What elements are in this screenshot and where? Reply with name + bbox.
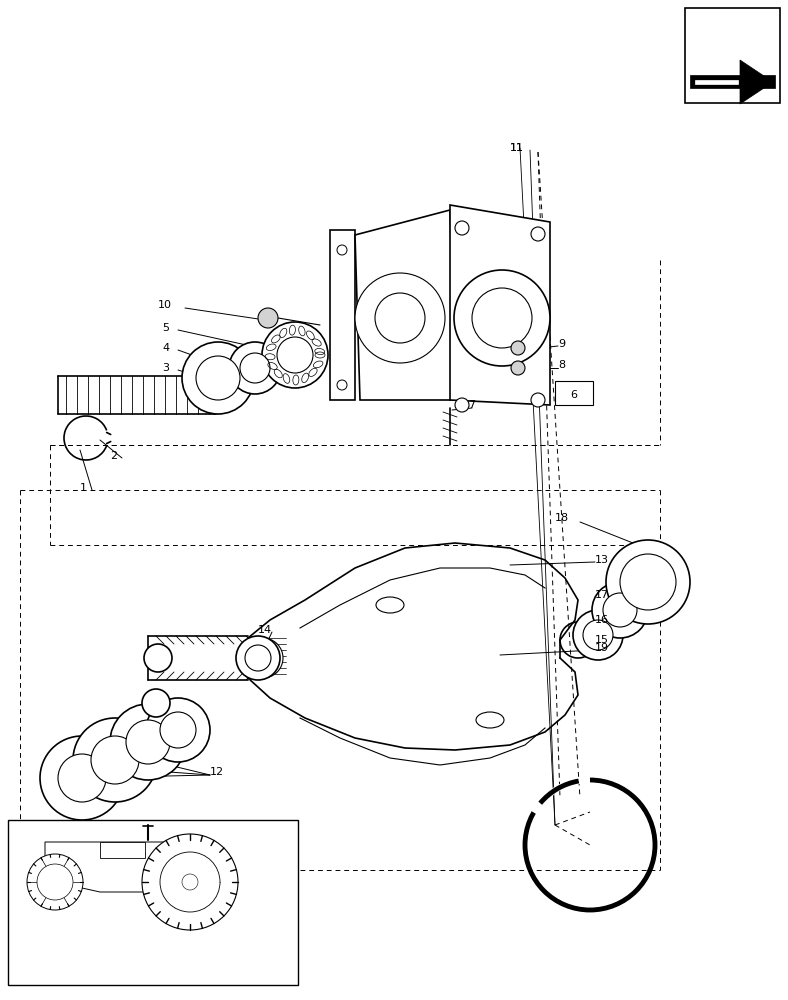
Circle shape — [454, 270, 550, 366]
Polygon shape — [695, 80, 738, 84]
Circle shape — [37, 864, 73, 900]
Circle shape — [196, 356, 240, 400]
Bar — [555, 381, 593, 405]
Polygon shape — [450, 205, 550, 405]
Text: 6: 6 — [571, 390, 578, 400]
Circle shape — [262, 322, 328, 388]
Circle shape — [229, 342, 281, 394]
Circle shape — [144, 644, 172, 672]
Text: 11: 11 — [510, 143, 524, 153]
Circle shape — [511, 341, 525, 355]
Circle shape — [73, 718, 157, 802]
Circle shape — [511, 361, 525, 375]
Circle shape — [355, 273, 445, 363]
Circle shape — [603, 593, 637, 627]
Circle shape — [240, 353, 270, 383]
Circle shape — [182, 342, 254, 414]
Text: 7: 7 — [468, 400, 475, 410]
Circle shape — [40, 736, 124, 820]
Polygon shape — [690, 75, 775, 88]
Circle shape — [258, 308, 278, 328]
Text: 3: 3 — [162, 363, 169, 373]
Circle shape — [531, 227, 545, 241]
Circle shape — [531, 393, 545, 407]
Circle shape — [182, 874, 198, 890]
Circle shape — [175, 867, 205, 897]
Text: 5: 5 — [162, 323, 169, 333]
Circle shape — [337, 380, 347, 390]
Circle shape — [160, 852, 220, 912]
Text: 19: 19 — [595, 643, 609, 653]
Text: 2: 2 — [110, 451, 117, 461]
Text: 8: 8 — [558, 360, 565, 370]
Circle shape — [472, 288, 532, 348]
Text: 13: 13 — [595, 555, 609, 565]
Circle shape — [375, 293, 425, 343]
Circle shape — [455, 398, 469, 412]
Polygon shape — [330, 230, 355, 400]
Text: 15: 15 — [595, 635, 609, 645]
Circle shape — [142, 689, 170, 717]
Circle shape — [146, 698, 210, 762]
Circle shape — [573, 610, 623, 660]
Circle shape — [455, 221, 469, 235]
Text: 16: 16 — [595, 615, 609, 625]
Text: 4: 4 — [162, 343, 169, 353]
Circle shape — [110, 704, 186, 780]
Text: 1: 1 — [80, 483, 87, 493]
Text: 12: 12 — [210, 767, 224, 777]
Circle shape — [91, 736, 139, 784]
Circle shape — [277, 337, 313, 373]
Polygon shape — [692, 60, 773, 104]
Text: 9: 9 — [558, 339, 565, 349]
Text: 17: 17 — [595, 590, 609, 600]
Circle shape — [160, 712, 196, 748]
Circle shape — [58, 754, 106, 802]
Polygon shape — [100, 842, 145, 858]
Circle shape — [243, 638, 283, 678]
Circle shape — [126, 720, 170, 764]
Circle shape — [620, 554, 676, 610]
Bar — [685, 8, 780, 103]
Text: 10: 10 — [158, 300, 172, 310]
Circle shape — [592, 582, 648, 638]
Bar — [8, 820, 298, 985]
Text: 18: 18 — [555, 513, 569, 523]
Circle shape — [236, 636, 280, 680]
Circle shape — [606, 540, 690, 624]
Text: 11: 11 — [510, 143, 524, 153]
Polygon shape — [45, 842, 185, 892]
Polygon shape — [355, 210, 455, 400]
Circle shape — [142, 834, 238, 930]
Circle shape — [583, 620, 613, 650]
Circle shape — [245, 645, 271, 671]
Text: 14: 14 — [258, 625, 272, 635]
Circle shape — [337, 245, 347, 255]
Circle shape — [27, 854, 83, 910]
